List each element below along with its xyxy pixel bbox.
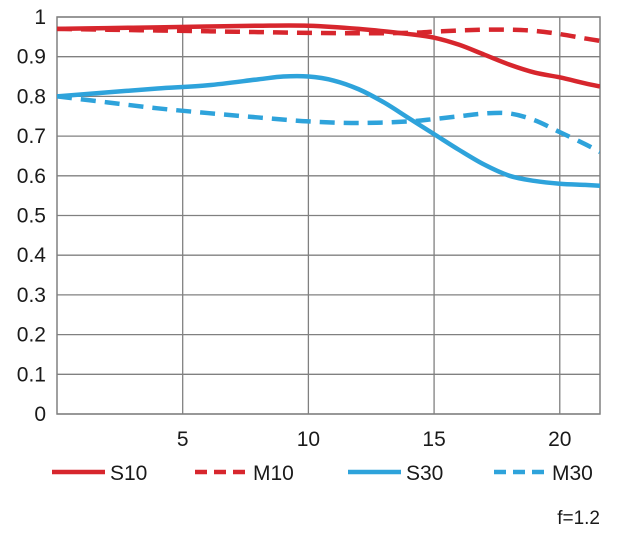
- aperture-annotation: f=1.2: [557, 508, 600, 529]
- y-tick-label: 0.2: [17, 324, 46, 347]
- y-tick-label: 0.8: [17, 85, 46, 108]
- y-tick-label: 0.6: [17, 165, 46, 188]
- x-tick-label: 5: [177, 428, 189, 451]
- legend-label-m10: M10: [253, 462, 294, 485]
- plot-lines: [57, 23, 600, 188]
- y-tick-label: 0.5: [17, 205, 46, 228]
- series-line-s30: [57, 73, 600, 188]
- x-tick-label: 10: [297, 428, 320, 451]
- y-tick-label: 0.9: [17, 46, 46, 69]
- legend: S10 M10 S30 M30: [52, 462, 593, 485]
- x-tick-label: 20: [548, 428, 571, 451]
- plot-frame: [56, 16, 601, 415]
- y-tick-label: 0.1: [17, 363, 46, 386]
- legend-label-s30: S30: [406, 462, 443, 485]
- legend-label-s10: S10: [110, 462, 147, 485]
- y-tick-label: 0: [34, 403, 46, 426]
- x-tick-label: 15: [422, 428, 445, 451]
- series-line-m30: [57, 94, 600, 154]
- legend-label-m30: M30: [552, 462, 593, 485]
- y-axis-ticks: 0 0.1 0.2 0.3 0.4 0.5 0.6 0.7 0.8 0.9 1: [17, 6, 47, 426]
- y-tick-label: 0.7: [17, 125, 46, 148]
- x-axis-ticks: 5 10 15 20: [177, 428, 572, 451]
- y-tick-label: 0.4: [17, 244, 47, 267]
- series-line-s10: [57, 23, 600, 89]
- y-tick-label: 0.3: [17, 284, 46, 307]
- series-line-m10: [57, 26, 600, 44]
- y-tick-label: 1: [34, 6, 46, 29]
- grid: [56, 16, 601, 415]
